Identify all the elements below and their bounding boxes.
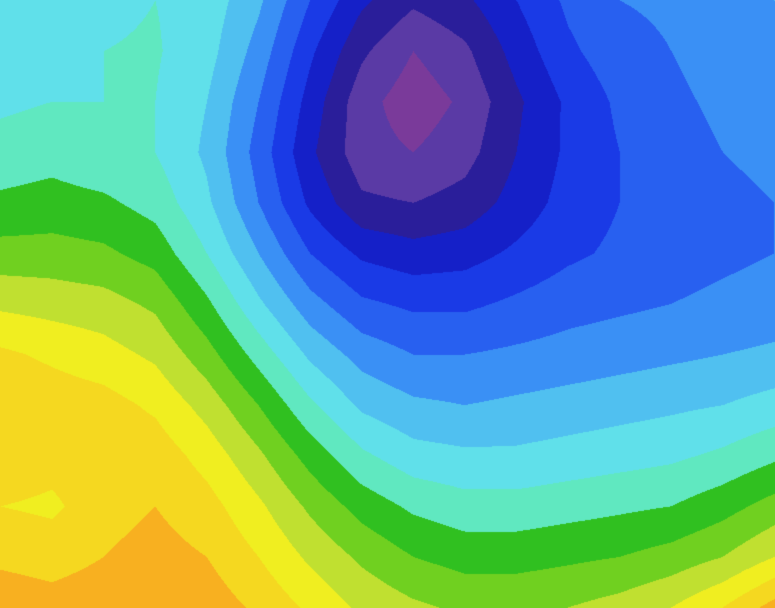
contour-map-canvas xyxy=(0,0,775,608)
